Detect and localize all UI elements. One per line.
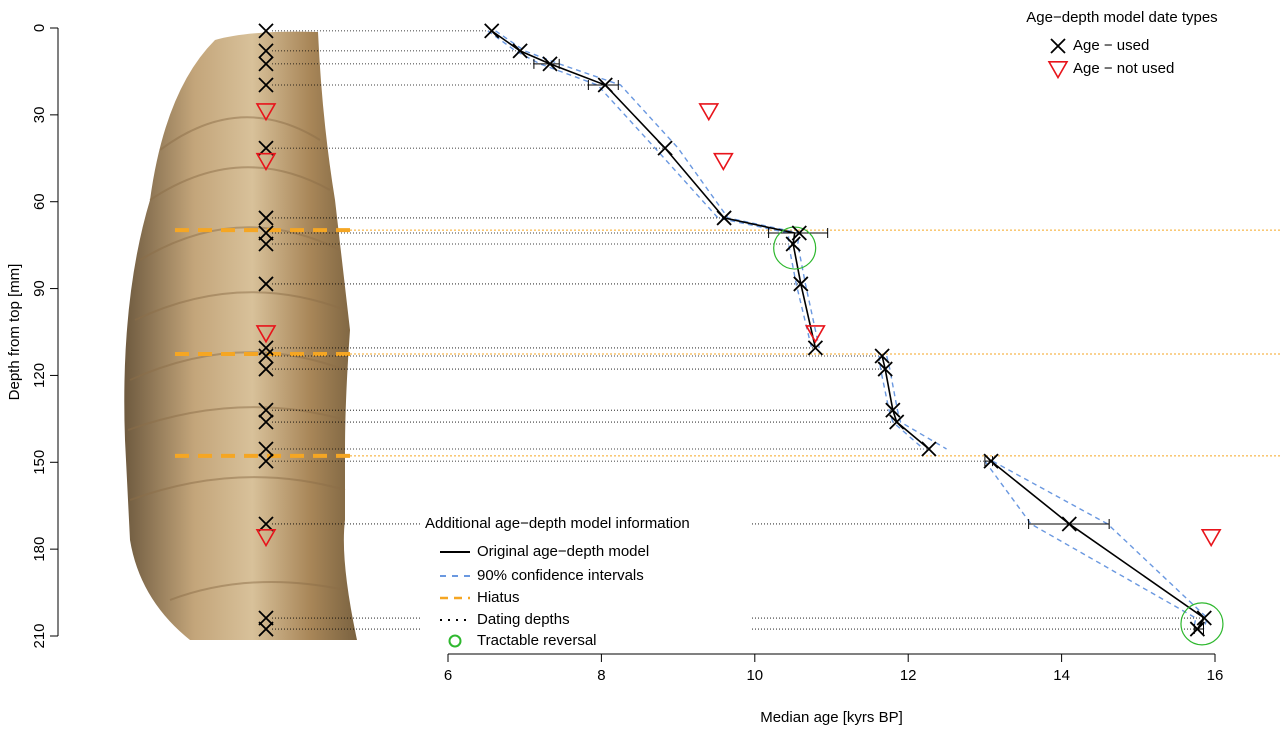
legend-label: 90% confidence intervals (477, 567, 644, 584)
data-point (658, 141, 672, 155)
legend-label: Original age−depth model (477, 543, 649, 560)
y-tick-label: 60 (31, 193, 48, 210)
x-axis-label: Median age [kyrs BP] (760, 709, 903, 726)
y-tick-label: 0 (31, 24, 48, 32)
legend-label: Age − used (1073, 37, 1149, 54)
data-point (714, 154, 732, 170)
chart: 0 30 60 90 120 150 180 210 6 8 10 12 14 16 Depth from … (0, 0, 1281, 732)
stalagmite-photo (124, 32, 357, 640)
legend-label: Tractable reversal (477, 632, 597, 649)
legend-title: Age−depth model date types (1026, 9, 1217, 26)
x-tick-label: 8 (597, 667, 605, 684)
x-tick-label: 6 (444, 667, 452, 684)
y-tick-label: 210 (31, 623, 48, 648)
legend-symbol (1049, 62, 1067, 78)
error-bar (588, 80, 618, 90)
y-tick-label: 150 (31, 450, 48, 475)
y-tick-label: 180 (31, 537, 48, 562)
data-point (1202, 530, 1220, 546)
y-tick-label: 30 (31, 107, 48, 124)
x-tick-label: 10 (746, 667, 763, 684)
y-axis-label: Depth from top [mm] (6, 264, 23, 401)
legend-label: Age − not used (1073, 60, 1174, 77)
x-tick-label: 14 (1053, 667, 1070, 684)
legend-title: Additional age−depth model information (425, 515, 690, 532)
y-tick-label: 90 (31, 280, 48, 297)
x-tick-label: 12 (900, 667, 917, 684)
legend-label: Dating depths (477, 611, 570, 628)
y-tick-label: 120 (31, 363, 48, 388)
data-point (890, 415, 904, 429)
legend-symbol (1051, 39, 1065, 53)
x-tick-label: 16 (1207, 667, 1224, 684)
data-point (700, 104, 718, 120)
data-point (922, 442, 936, 456)
legend-label: Hiatus (477, 589, 520, 606)
